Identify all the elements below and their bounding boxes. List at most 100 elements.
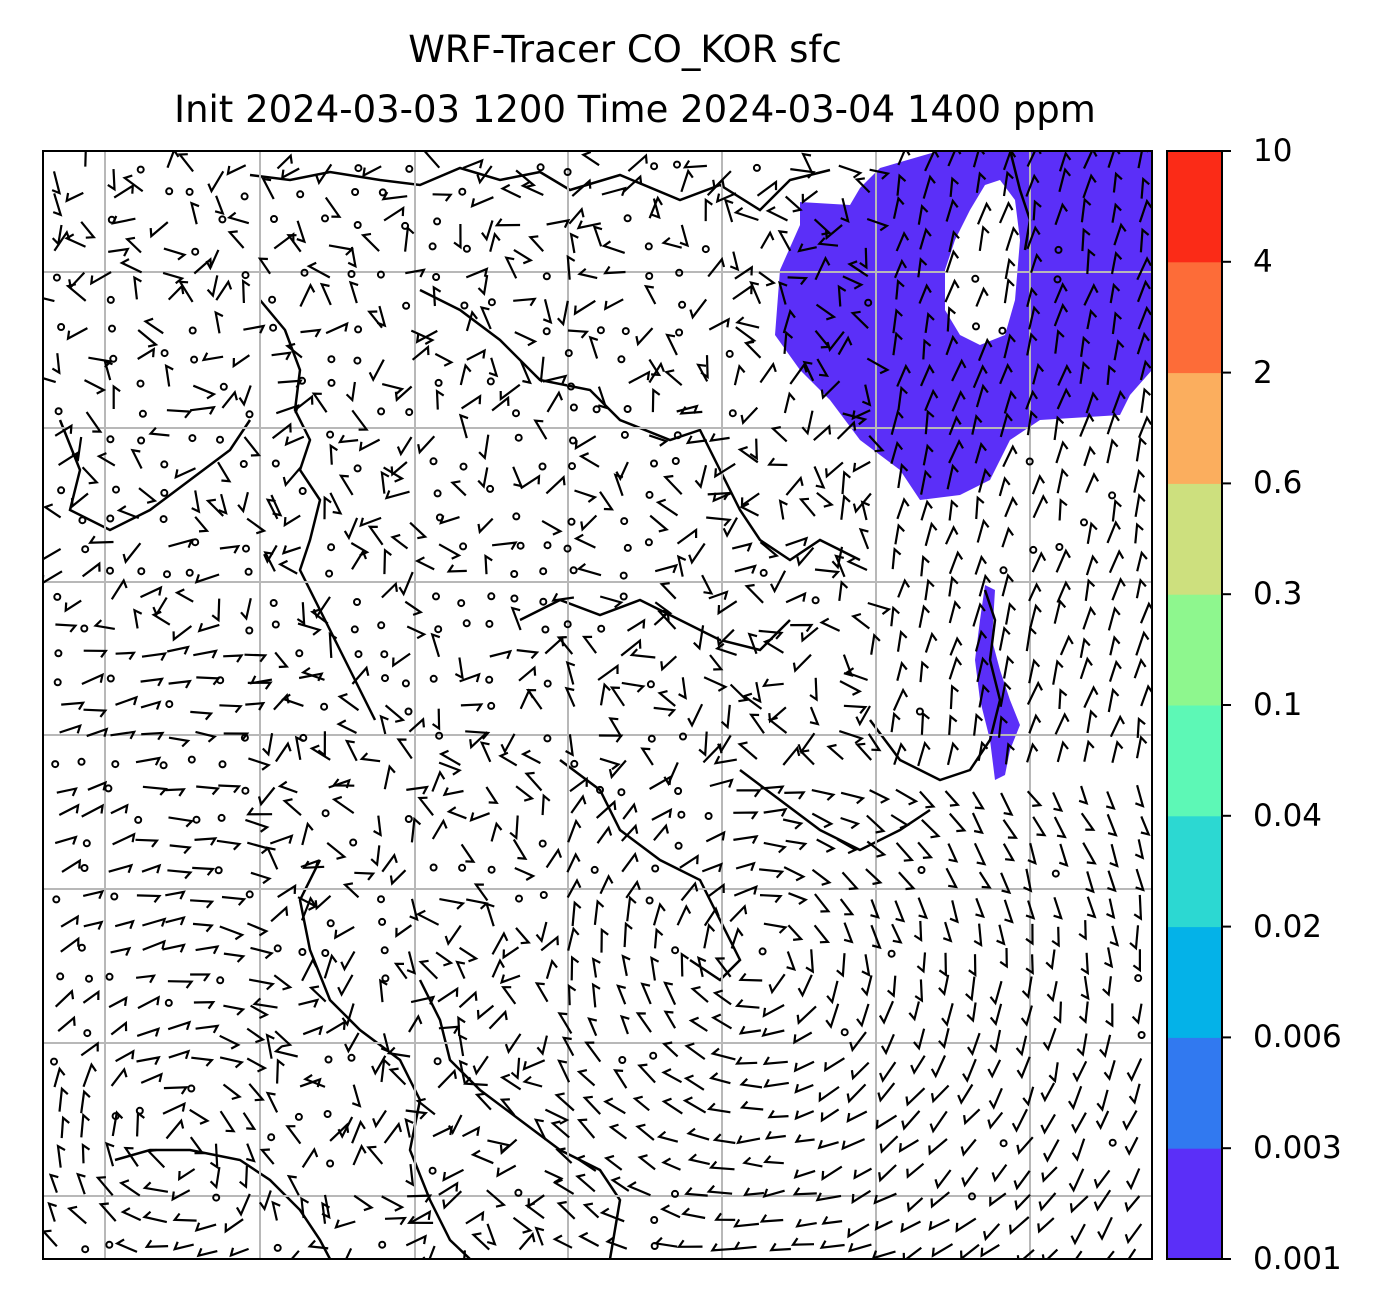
wind-barb [834, 554, 846, 578]
calm-circle [80, 624, 89, 633]
calm-circle [457, 599, 466, 608]
calm-circle [623, 405, 632, 413]
wind-barb [240, 598, 252, 621]
wind-barb [989, 980, 1003, 1006]
wind-barb [749, 438, 758, 461]
calm-circle [191, 247, 200, 256]
wind-barb [733, 207, 759, 222]
wind-barb [408, 1014, 423, 1033]
wind-barb [392, 652, 411, 668]
wind-barb [398, 571, 414, 597]
wind-barb [165, 915, 186, 926]
calm-circle [671, 457, 680, 465]
wind-barb [924, 521, 938, 547]
wind-barb [705, 830, 726, 843]
calm-circle [590, 865, 599, 874]
wind-barb [380, 1057, 391, 1083]
calm-circle [567, 517, 576, 526]
wind-barb [1136, 331, 1150, 355]
wind-barb [1137, 305, 1152, 330]
wind-barb [499, 1098, 516, 1116]
wind-barb [524, 1202, 545, 1220]
wind-barb [893, 742, 907, 766]
wind-barb [798, 497, 816, 517]
wind-barb [518, 1231, 536, 1251]
calm-circle [434, 625, 443, 634]
wind-barb [300, 1196, 310, 1219]
wind-barb [450, 480, 467, 497]
wind-barb [730, 927, 744, 949]
calm-circle [568, 462, 576, 471]
wind-barb [556, 636, 574, 655]
wind-barb [418, 959, 439, 980]
wind-barb [351, 1084, 362, 1108]
wind-barb [743, 340, 762, 359]
calm-circle [112, 485, 120, 494]
wind-barb [875, 1114, 898, 1130]
wind-barb [702, 742, 723, 764]
wind-barb [172, 625, 193, 642]
wind-barb [684, 1186, 708, 1197]
wind-barb [710, 1013, 733, 1030]
calm-circle [380, 946, 389, 955]
wind-barb [1052, 791, 1064, 813]
wind-barb [879, 1135, 899, 1154]
wind-barb [805, 949, 815, 974]
colorbar-tick-label: 0.006 [1253, 1019, 1342, 1056]
wind-barb [248, 1083, 265, 1102]
wind-barb [570, 794, 587, 814]
wind-barb [1135, 630, 1150, 656]
wind-barb [64, 599, 82, 613]
wind-barb [354, 871, 376, 881]
wind-barb [83, 379, 107, 395]
calm-circle [704, 812, 713, 820]
wind-barb [174, 588, 194, 603]
wind-barb [163, 1086, 189, 1095]
wind-barb [566, 878, 582, 899]
calm-circle [623, 214, 632, 223]
wind-barb [163, 247, 187, 261]
wind-barb [894, 900, 906, 923]
wind-barb [894, 523, 905, 545]
wind-barb [596, 825, 613, 844]
calm-circle [433, 1057, 442, 1066]
wind-barb [710, 1243, 737, 1252]
wind-barb [567, 983, 577, 1006]
wind-barb [846, 556, 868, 571]
wind-barb [396, 738, 413, 760]
wind-barb [218, 493, 228, 515]
calm-circle [596, 785, 604, 794]
wind-barb [942, 921, 953, 943]
wind-barb [1106, 898, 1116, 920]
wind-barb [793, 1169, 816, 1180]
wind-barb [458, 1059, 468, 1084]
wind-barb [53, 1066, 66, 1088]
wind-barb [651, 807, 673, 821]
wind-barb [972, 151, 986, 168]
wind-barb [65, 191, 84, 203]
wind-barb [545, 958, 558, 980]
wind-barb [962, 1058, 977, 1083]
wind-barb [626, 1181, 651, 1197]
calm-circle [106, 435, 115, 444]
wind-barb [520, 474, 541, 490]
wind-barb [238, 385, 252, 407]
wind-barb [569, 776, 588, 793]
wind-barb [142, 917, 167, 927]
wind-barb [223, 952, 246, 963]
wind-barb [273, 1045, 298, 1058]
wind-barb [555, 1147, 573, 1164]
wind-barb [1122, 1110, 1138, 1131]
calm-circle [325, 569, 334, 578]
wind-barb [409, 521, 428, 540]
wind-barb [415, 909, 440, 926]
wind-barb [735, 316, 760, 329]
wind-barb [215, 279, 233, 301]
wind-barb [431, 708, 441, 731]
calm-circle [563, 544, 572, 553]
wind-barb [61, 858, 82, 873]
wind-barb [998, 625, 1011, 651]
wind-barb [620, 823, 639, 842]
wind-barb [852, 492, 872, 514]
wind-barb [649, 774, 672, 790]
